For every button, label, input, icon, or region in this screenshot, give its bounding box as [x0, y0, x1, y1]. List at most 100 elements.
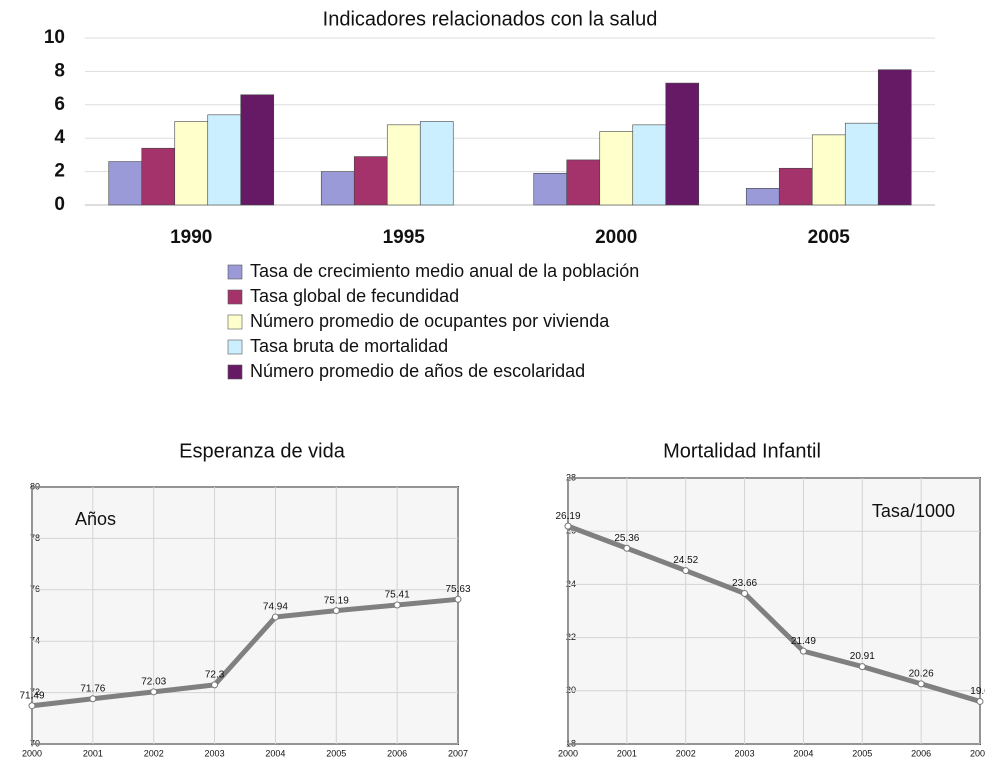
- data-label: 26.19: [555, 511, 580, 522]
- data-label: 74.94: [263, 602, 288, 613]
- x-tick-label: 2004: [265, 748, 285, 758]
- x-tick-label: 2006: [911, 748, 931, 758]
- data-label: 71.49: [19, 690, 44, 701]
- x-tick-label: 2001: [83, 748, 103, 758]
- data-label: 75.19: [324, 595, 349, 606]
- point: [799, 647, 807, 655]
- data-label: 21.49: [791, 636, 816, 647]
- x-tick-label: 1990: [170, 227, 212, 248]
- data-label: 75.63: [445, 584, 470, 595]
- data-label: 20.26: [909, 669, 934, 680]
- bar: [386, 124, 421, 206]
- point: [150, 688, 158, 696]
- y-tick-label: 26: [566, 526, 576, 536]
- point: [89, 695, 97, 703]
- legend-swatch: [227, 264, 243, 280]
- y-tick-label: 8: [54, 60, 65, 81]
- annotation: Tasa/1000: [872, 501, 955, 521]
- bar: [240, 94, 275, 206]
- y-tick-label: 22: [566, 632, 576, 642]
- line: [567, 523, 981, 704]
- legend-label: Tasa global de fecundidad: [250, 286, 459, 306]
- x-tick-label: 2001: [617, 748, 637, 758]
- plot-area: [567, 477, 981, 745]
- y-tick-label: 28: [566, 472, 576, 482]
- annotation: Años: [75, 509, 116, 529]
- y-tick-label: 10: [44, 27, 65, 48]
- y-tick-label: 24: [566, 579, 576, 589]
- point: [393, 601, 401, 609]
- data-label: 71.76: [80, 683, 105, 694]
- x-tick-label: 2000: [22, 748, 42, 758]
- y-tick-label: 76: [30, 584, 40, 594]
- data-label: 20.91: [850, 651, 875, 662]
- bar: [745, 188, 780, 206]
- point: [858, 663, 866, 671]
- bar: [877, 69, 912, 206]
- point: [271, 613, 279, 621]
- x-tick-label: 2007: [970, 748, 985, 758]
- legend-label: Tasa de crecimiento medio anual de la po…: [250, 261, 639, 281]
- chart-title: Mortalidad Infantil: [663, 440, 821, 462]
- point: [917, 680, 925, 688]
- x-tick-label: 2005: [326, 748, 346, 758]
- bar: [108, 161, 143, 206]
- legend-label: Número promedio de ocupantes por viviend…: [250, 311, 610, 331]
- bar: [811, 134, 846, 206]
- data-label: 25.36: [614, 533, 639, 544]
- bar: [566, 159, 601, 206]
- x-tick-label: 2003: [205, 748, 225, 758]
- bar: [632, 124, 667, 206]
- point: [211, 681, 219, 689]
- y-tick-label: 74: [30, 636, 40, 646]
- x-tick-label: 2002: [676, 748, 696, 758]
- bar: [174, 121, 209, 206]
- x-tick-label: 1995: [383, 227, 426, 248]
- chart-title: Indicadores relacionados con la salud: [323, 8, 658, 30]
- x-tick-label: 2004: [793, 748, 813, 758]
- x-tick-label: 2000: [595, 227, 637, 248]
- bar: [320, 171, 355, 206]
- line: [31, 596, 459, 709]
- bar: [353, 156, 388, 206]
- legend-label: Tasa bruta de mortalidad: [250, 336, 448, 356]
- bar: [778, 167, 813, 206]
- data-label: 23.66: [732, 578, 757, 589]
- x-tick-label: 2003: [735, 748, 755, 758]
- y-tick-label: 78: [30, 533, 40, 543]
- x-tick-label: 2006: [387, 748, 407, 758]
- bar: [141, 147, 176, 206]
- y-tick-label: 70: [30, 738, 40, 748]
- y-tick-label: 0: [54, 194, 65, 215]
- point: [623, 544, 631, 552]
- legend-swatch: [227, 364, 243, 380]
- point: [682, 567, 690, 575]
- legend-swatch: [227, 289, 243, 305]
- point: [332, 607, 340, 615]
- y-tick-label: 2: [54, 161, 65, 182]
- point: [564, 522, 572, 530]
- chart-title: Esperanza de vida: [179, 440, 346, 462]
- x-tick-label: 2000: [558, 748, 578, 758]
- point: [28, 702, 36, 710]
- x-tick-label: 2007: [448, 748, 468, 758]
- bar: [533, 172, 568, 206]
- bar: [207, 114, 242, 206]
- data-label: 72.3: [205, 670, 225, 681]
- data-label: 19.6: [970, 686, 985, 697]
- legend-swatch: [227, 314, 243, 330]
- y-tick-label: 6: [54, 94, 65, 115]
- y-tick-label: 80: [30, 481, 40, 491]
- data-label: 75.41: [385, 590, 410, 601]
- legend-swatch: [227, 339, 243, 355]
- y-tick-label: 72: [30, 687, 40, 697]
- point: [976, 697, 984, 705]
- bar: [599, 131, 634, 206]
- bar: [665, 82, 700, 206]
- y-tick-label: 4: [54, 127, 65, 148]
- bar: [419, 121, 454, 206]
- x-tick-label: 2002: [144, 748, 164, 758]
- data-label: 72.03: [141, 676, 166, 687]
- point: [454, 595, 462, 603]
